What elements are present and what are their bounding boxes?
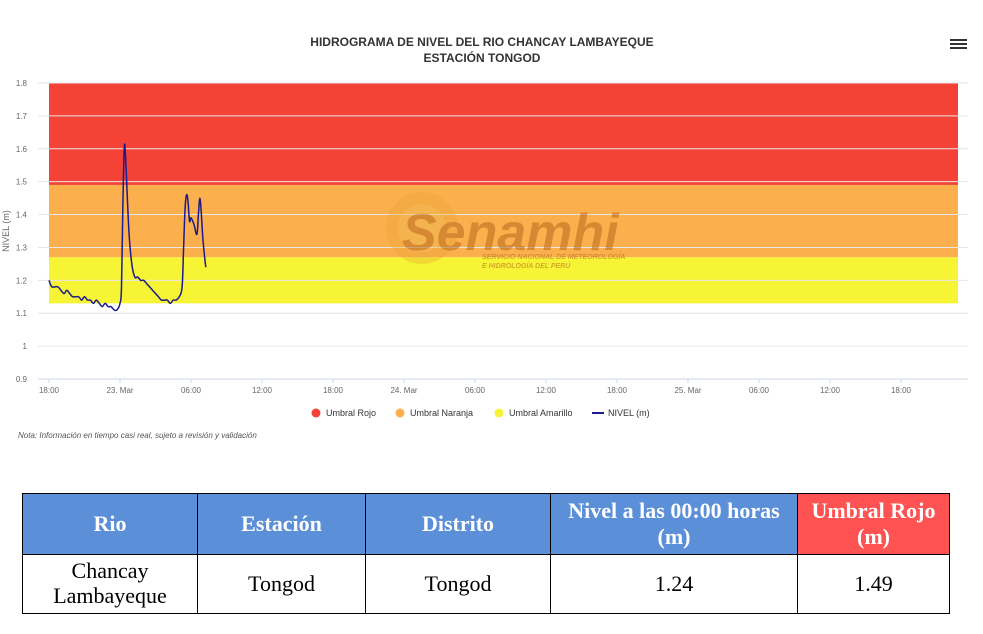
y-tick-label: 1.6 <box>16 145 28 154</box>
x-tick-label: 12:00 <box>820 386 841 395</box>
header-rio: Rio <box>22 493 198 555</box>
legend-label: Umbral Amarillo <box>509 408 573 418</box>
header-umbral-rojo: Umbral Rojo (m) <box>797 493 950 555</box>
legend-item[interactable]: Umbral Naranja <box>395 408 474 418</box>
y-tick-label: 1.8 <box>16 79 28 88</box>
grid-lines <box>38 82 968 380</box>
chart-title: HIDROGRAMA DE NIVEL DEL RIO CHANCAY LAMB… <box>310 35 653 49</box>
x-tick-label: 12:00 <box>252 386 273 395</box>
legend-marker <box>311 408 321 418</box>
legend-marker <box>494 408 504 418</box>
legend-item[interactable]: NIVEL (m) <box>592 408 650 418</box>
table-row: Chancay Lambayeque Tongod Tongod 1.24 1.… <box>22 554 950 614</box>
x-tick-label: 18:00 <box>891 386 912 395</box>
cell-distrito: Tongod <box>365 554 551 614</box>
series-line-nivel <box>48 143 207 312</box>
header-distrito: Distrito <box>365 493 551 555</box>
info-table: Rio Estación Distrito Nivel a las 00:00 … <box>22 493 950 614</box>
y-axis-label: NIVEL (m) <box>1 210 11 252</box>
header-estacion: Estación <box>197 493 366 555</box>
x-tick-label: 12:00 <box>536 386 557 395</box>
chart-note: Nota: Información en tiempo casi real, s… <box>18 431 257 440</box>
watermark-tagline-2: E HIDROLOGÍA DEL PERÚ <box>482 261 571 270</box>
x-tick-label: 24. Mar <box>390 386 417 395</box>
x-tick-label: 18:00 <box>323 386 344 395</box>
x-tick-label: 18:00 <box>39 386 60 395</box>
sun-logo-icon <box>386 192 458 264</box>
chart-legend: Umbral Rojo Umbral Naranja Umbral Amarillo… <box>311 408 650 418</box>
legend-label: NIVEL (m) <box>608 408 650 418</box>
y-tick-label: 1.5 <box>16 178 28 187</box>
x-tick-label: 06:00 <box>465 386 486 395</box>
legend-item[interactable]: Umbral Rojo <box>311 408 377 418</box>
threshold-bands <box>49 83 958 304</box>
y-tick-label: 0.9 <box>16 375 28 384</box>
x-tick-label: 25. Mar <box>674 386 701 395</box>
hamburger-menu-icon[interactable] <box>949 37 969 53</box>
cell-estacion: Tongod <box>197 554 366 614</box>
legend-item[interactable]: Umbral Amarillo <box>494 408 573 418</box>
cell-nivel: 1.24 <box>550 554 798 614</box>
cell-rio: Chancay Lambayeque <box>22 554 198 614</box>
legend-marker <box>395 408 405 418</box>
y-tick-label: 1.7 <box>16 112 28 121</box>
watermark-name: Senamhi <box>402 204 620 262</box>
table-header-row: Rio Estación Distrito Nivel a las 00:00 … <box>22 493 950 555</box>
y-tick-label: 1.2 <box>16 276 28 285</box>
x-tick-label: 06:00 <box>181 386 202 395</box>
y-tick-label: 1.4 <box>16 211 28 220</box>
x-axis-ticks: 18:00 23. Mar 06:00 12:00 18:00 24. Mar 06:00 1… <box>38 378 968 395</box>
y-tick-label: 1.1 <box>16 309 28 318</box>
band-umbral-naranja <box>49 184 958 258</box>
x-tick-label: 18:00 <box>607 386 628 395</box>
y-tick-label: 1 <box>23 342 28 351</box>
watermark-tagline-1: SERVICIO NACIONAL DE METEOROLOGÍA <box>482 252 625 261</box>
y-axis-ticks: 0.9 1 1.1 1.2 1.3 1.4 1.5 1.6 1.7 1.8 <box>16 79 28 384</box>
hydrograph-chart: HIDROGRAMA DE NIVEL DEL RIO CHANCAY LAMB… <box>1 35 968 418</box>
senamhi-watermark: Senamhi SERVICIO NACIONAL DE METEOROLOGÍ… <box>386 192 625 270</box>
header-nivel: Nivel a las 00:00 horas (m) <box>550 493 798 555</box>
cell-umbral-rojo: 1.49 <box>797 554 950 614</box>
x-tick-label: 23. Mar <box>106 386 133 395</box>
y-tick-label: 1.3 <box>16 243 28 252</box>
band-umbral-rojo <box>49 83 958 185</box>
chart-subtitle: ESTACIÓN TONGOD <box>424 50 541 65</box>
x-tick-label: 06:00 <box>749 386 770 395</box>
legend-label: Umbral Naranja <box>410 408 473 418</box>
legend-label: Umbral Rojo <box>326 408 376 418</box>
